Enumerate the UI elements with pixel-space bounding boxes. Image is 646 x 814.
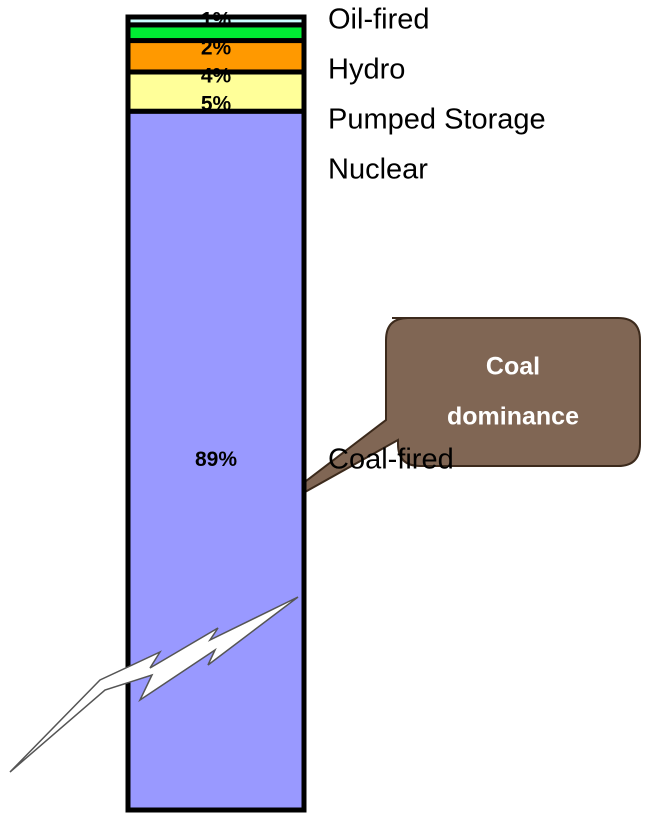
legend-label: Oil-fired bbox=[328, 4, 430, 36]
value-label: 1% bbox=[201, 8, 232, 31]
value-label: 89% bbox=[195, 448, 237, 471]
annotation-line: Coal bbox=[486, 353, 540, 381]
legend-label: Hydro bbox=[328, 54, 405, 86]
annotation-line: dominance bbox=[447, 403, 579, 431]
value-label: 4% bbox=[201, 64, 232, 87]
legend-label: Coal-fired bbox=[328, 443, 454, 475]
value-label: 5% bbox=[201, 92, 232, 115]
lightning-bolt bbox=[9, 596, 299, 773]
bar-segment bbox=[125, 108, 307, 813]
value-label: 2% bbox=[201, 36, 232, 59]
bar-segment bbox=[125, 38, 307, 75]
callout bbox=[254, 317, 641, 521]
legend-label: Pumped Storage bbox=[328, 104, 546, 136]
bar-segment bbox=[125, 14, 307, 28]
legend-label: Nuclear bbox=[328, 154, 428, 186]
